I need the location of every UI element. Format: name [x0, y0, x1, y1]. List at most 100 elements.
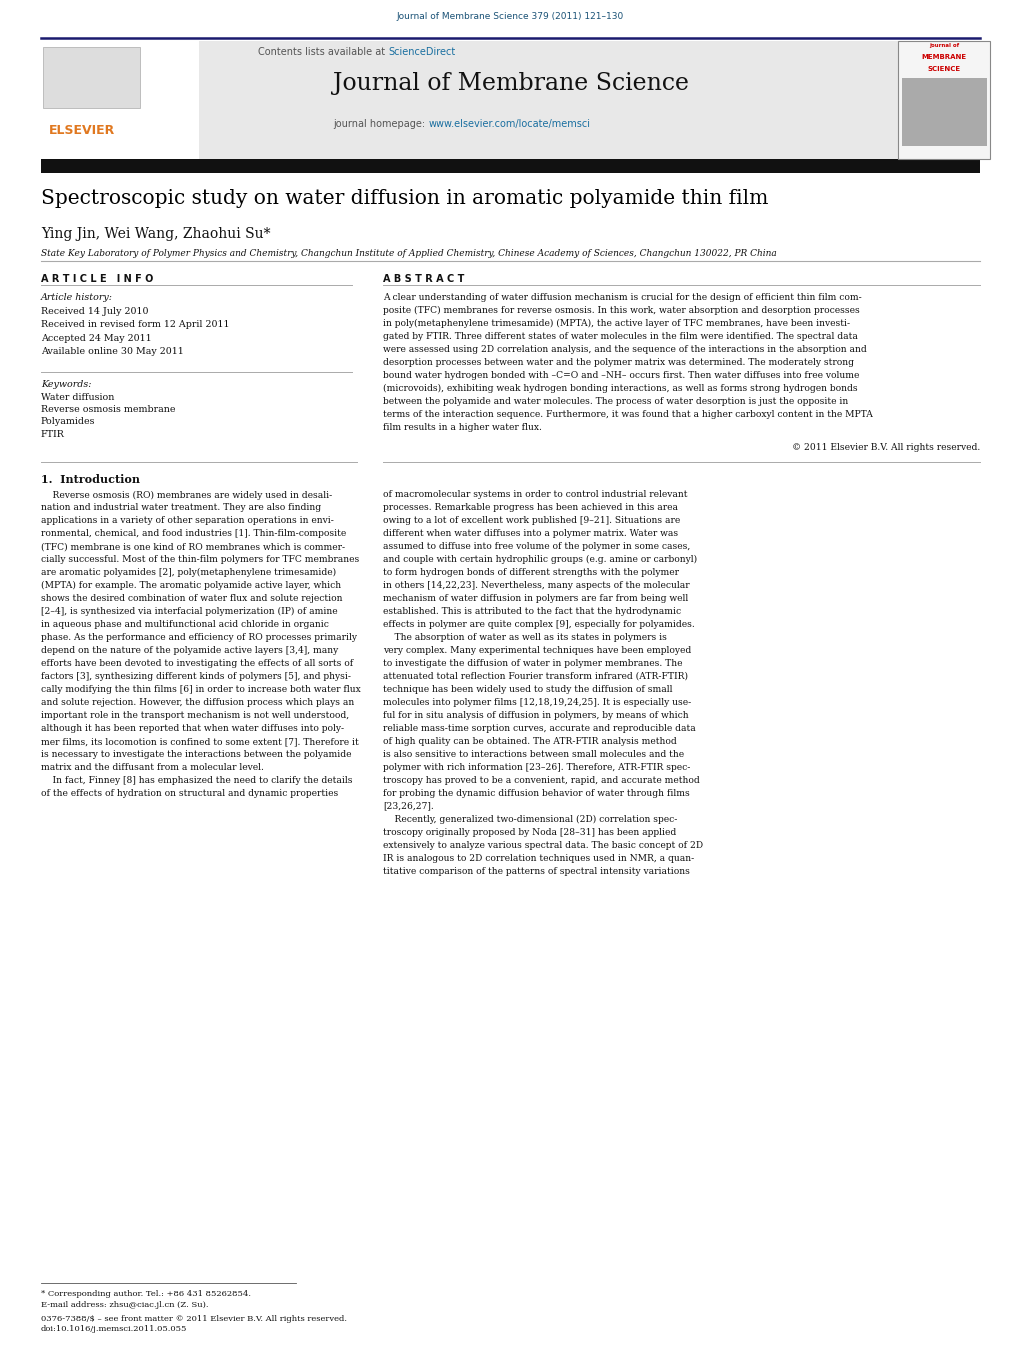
FancyBboxPatch shape: [902, 78, 987, 146]
Text: very complex. Many experimental techniques have been employed: very complex. Many experimental techniqu…: [383, 646, 691, 655]
Text: reliable mass-time sorption curves, accurate and reproducible data: reliable mass-time sorption curves, accu…: [383, 724, 695, 732]
Text: State Key Laboratory of Polymer Physics and Chemistry, Changchun Institute of Ap: State Key Laboratory of Polymer Physics …: [41, 249, 777, 258]
Text: Polyamides: Polyamides: [41, 417, 95, 427]
Text: matrix and the diffusant from a molecular level.: matrix and the diffusant from a molecula…: [41, 763, 263, 771]
FancyBboxPatch shape: [43, 47, 140, 108]
FancyBboxPatch shape: [898, 41, 990, 159]
Text: attenuated total reflection Fourier transform infrared (ATR-FTIR): attenuated total reflection Fourier tran…: [383, 671, 688, 681]
Text: Journal of Membrane Science: Journal of Membrane Science: [333, 72, 688, 95]
Text: gated by FTIR. Three different states of water molecules in the film were identi: gated by FTIR. Three different states of…: [383, 332, 858, 340]
Text: IR is analogous to 2D correlation techniques used in NMR, a quan-: IR is analogous to 2D correlation techni…: [383, 854, 694, 862]
FancyBboxPatch shape: [41, 41, 898, 159]
Text: [2–4], is synthesized via interfacial polymerization (IP) of amine: [2–4], is synthesized via interfacial po…: [41, 607, 338, 616]
Text: in others [14,22,23]. Nevertheless, many aspects of the molecular: in others [14,22,23]. Nevertheless, many…: [383, 581, 689, 590]
Text: ScienceDirect: ScienceDirect: [388, 47, 455, 57]
Text: were assessed using 2D correlation analysis, and the sequence of the interaction: were assessed using 2D correlation analy…: [383, 345, 867, 354]
Text: of high quality can be obtained. The ATR-FTIR analysis method: of high quality can be obtained. The ATR…: [383, 736, 677, 746]
Text: processes. Remarkable progress has been achieved in this area: processes. Remarkable progress has been …: [383, 504, 678, 512]
Text: Received in revised form 12 April 2011: Received in revised form 12 April 2011: [41, 320, 230, 330]
Text: E-mail address: zhsu@ciac.jl.cn (Z. Su).: E-mail address: zhsu@ciac.jl.cn (Z. Su).: [41, 1301, 208, 1309]
Text: 0376-7388/$ – see front matter © 2011 Elsevier B.V. All rights reserved.: 0376-7388/$ – see front matter © 2011 El…: [41, 1315, 347, 1323]
Text: in poly(metaphenylene trimesamide) (MPTA), the active layer of TFC membranes, ha: in poly(metaphenylene trimesamide) (MPTA…: [383, 319, 850, 328]
Text: journal of: journal of: [929, 43, 960, 49]
Text: depend on the nature of the polyamide active layers [3,4], many: depend on the nature of the polyamide ac…: [41, 646, 338, 655]
Text: ronmental, chemical, and food industries [1]. Thin-film-composite: ronmental, chemical, and food industries…: [41, 530, 346, 538]
FancyBboxPatch shape: [41, 41, 199, 159]
Text: [23,26,27].: [23,26,27].: [383, 801, 434, 811]
Text: to form hydrogen bonds of different strengths with the polymer: to form hydrogen bonds of different stre…: [383, 569, 679, 577]
Text: troscopy originally proposed by Noda [28–31] has been applied: troscopy originally proposed by Noda [28…: [383, 828, 676, 836]
Text: although it has been reported that when water diffuses into poly-: although it has been reported that when …: [41, 724, 344, 732]
Text: factors [3], synthesizing different kinds of polymers [5], and physi-: factors [3], synthesizing different kind…: [41, 671, 351, 681]
Text: assumed to diffuse into free volume of the polymer in some cases,: assumed to diffuse into free volume of t…: [383, 542, 690, 551]
Text: Keywords:: Keywords:: [41, 380, 91, 389]
Text: of macromolecular systems in order to control industrial relevant: of macromolecular systems in order to co…: [383, 490, 687, 500]
Text: In fact, Finney [8] has emphasized the need to clarify the details: In fact, Finney [8] has emphasized the n…: [41, 775, 352, 785]
Text: Ying Jin, Wei Wang, Zhaohui Su*: Ying Jin, Wei Wang, Zhaohui Su*: [41, 227, 271, 240]
Text: phase. As the performance and efficiency of RO processes primarily: phase. As the performance and efficiency…: [41, 634, 357, 642]
Text: posite (TFC) membranes for reverse osmosis. In this work, water absorption and d: posite (TFC) membranes for reverse osmos…: [383, 307, 860, 315]
Text: A clear understanding of water diffusion mechanism is crucial for the design of : A clear understanding of water diffusion…: [383, 293, 862, 303]
Text: ELSEVIER: ELSEVIER: [49, 124, 115, 138]
Text: Accepted 24 May 2011: Accepted 24 May 2011: [41, 334, 151, 343]
Text: applications in a variety of other separation operations in envi-: applications in a variety of other separ…: [41, 516, 334, 526]
Text: of the effects of hydration on structural and dynamic properties: of the effects of hydration on structura…: [41, 789, 338, 797]
Text: Recently, generalized two-dimensional (2D) correlation spec-: Recently, generalized two-dimensional (2…: [383, 815, 677, 824]
Text: to investigate the diffusion of water in polymer membranes. The: to investigate the diffusion of water in…: [383, 659, 682, 667]
Text: (MPTA) for example. The aromatic polyamide active layer, which: (MPTA) for example. The aromatic polyami…: [41, 581, 341, 590]
Text: 1.  Introduction: 1. Introduction: [41, 474, 140, 485]
Text: cally modifying the thin films [6] in order to increase both water flux: cally modifying the thin films [6] in or…: [41, 685, 360, 694]
Text: for probing the dynamic diffusion behavior of water through films: for probing the dynamic diffusion behavi…: [383, 789, 689, 797]
Text: cially successful. Most of the thin-film polymers for TFC membranes: cially successful. Most of the thin-film…: [41, 555, 359, 565]
Text: © 2011 Elsevier B.V. All rights reserved.: © 2011 Elsevier B.V. All rights reserved…: [792, 443, 980, 451]
Text: Reverse osmosis (RO) membranes are widely used in desali-: Reverse osmosis (RO) membranes are widel…: [41, 490, 332, 500]
Text: in aqueous phase and multifunctional acid chloride in organic: in aqueous phase and multifunctional aci…: [41, 620, 329, 630]
Text: is necessary to investigate the interactions between the polyamide: is necessary to investigate the interact…: [41, 750, 351, 759]
Text: FTIR: FTIR: [41, 430, 64, 439]
Text: owing to a lot of excellent work published [9–21]. Situations are: owing to a lot of excellent work publish…: [383, 516, 680, 526]
Text: important role in the transport mechanism is not well understood,: important role in the transport mechanis…: [41, 711, 349, 720]
Text: journal homepage:: journal homepage:: [334, 119, 429, 128]
Text: shows the desired combination of water flux and solute rejection: shows the desired combination of water f…: [41, 594, 342, 603]
Text: polymer with rich information [23–26]. Therefore, ATR-FTIR spec-: polymer with rich information [23–26]. T…: [383, 763, 690, 771]
Text: is also sensitive to interactions between small molecules and the: is also sensitive to interactions betwee…: [383, 750, 684, 759]
Text: extensively to analyze various spectral data. The basic concept of 2D: extensively to analyze various spectral …: [383, 840, 703, 850]
Text: SCIENCE: SCIENCE: [928, 66, 961, 72]
Text: Spectroscopic study on water diffusion in aromatic polyamide thin film: Spectroscopic study on water diffusion i…: [41, 189, 768, 208]
Text: Available online 30 May 2011: Available online 30 May 2011: [41, 347, 184, 357]
Text: terms of the interaction sequence. Furthermore, it was found that a higher carbo: terms of the interaction sequence. Furth…: [383, 409, 873, 419]
Text: and solute rejection. However, the diffusion process which plays an: and solute rejection. However, the diffu…: [41, 698, 354, 707]
Text: The absorption of water as well as its states in polymers is: The absorption of water as well as its s…: [383, 634, 667, 642]
Text: mechanism of water diffusion in polymers are far from being well: mechanism of water diffusion in polymers…: [383, 594, 688, 603]
Text: troscopy has proved to be a convenient, rapid, and accurate method: troscopy has proved to be a convenient, …: [383, 775, 699, 785]
FancyBboxPatch shape: [41, 159, 980, 173]
Text: doi:10.1016/j.memsci.2011.05.055: doi:10.1016/j.memsci.2011.05.055: [41, 1325, 187, 1333]
Text: (TFC) membrane is one kind of RO membranes which is commer-: (TFC) membrane is one kind of RO membran…: [41, 542, 345, 551]
Text: are aromatic polyamides [2], poly(metaphenylene trimesamide): are aromatic polyamides [2], poly(metaph…: [41, 569, 336, 577]
Text: www.elsevier.com/locate/memsci: www.elsevier.com/locate/memsci: [429, 119, 591, 128]
Text: * Corresponding author. Tel.: +86 431 85262854.: * Corresponding author. Tel.: +86 431 85…: [41, 1290, 251, 1298]
Text: Received 14 July 2010: Received 14 July 2010: [41, 307, 148, 316]
Text: film results in a higher water flux.: film results in a higher water flux.: [383, 423, 542, 432]
Text: Water diffusion: Water diffusion: [41, 393, 114, 403]
Text: effects in polymer are quite complex [9], especially for polyamides.: effects in polymer are quite complex [9]…: [383, 620, 694, 630]
Text: desorption processes between water and the polymer matrix was determined. The mo: desorption processes between water and t…: [383, 358, 854, 367]
Text: ful for in situ analysis of diffusion in polymers, by means of which: ful for in situ analysis of diffusion in…: [383, 711, 688, 720]
Text: Contents lists available at: Contents lists available at: [257, 47, 388, 57]
Text: Reverse osmosis membrane: Reverse osmosis membrane: [41, 405, 176, 415]
Text: between the polyamide and water molecules. The process of water desorption is ju: between the polyamide and water molecule…: [383, 397, 848, 405]
Text: efforts have been devoted to investigating the effects of all sorts of: efforts have been devoted to investigati…: [41, 659, 353, 667]
Text: Journal of Membrane Science 379 (2011) 121–130: Journal of Membrane Science 379 (2011) 1…: [397, 12, 624, 22]
Text: (microvoids), exhibiting weak hydrogen bonding interactions, as well as forms st: (microvoids), exhibiting weak hydrogen b…: [383, 384, 858, 393]
Text: A R T I C L E   I N F O: A R T I C L E I N F O: [41, 274, 153, 284]
Text: and couple with certain hydrophilic groups (e.g. amine or carbonyl): and couple with certain hydrophilic grou…: [383, 555, 697, 565]
Text: different when water diffuses into a polymer matrix. Water was: different when water diffuses into a pol…: [383, 530, 678, 538]
Text: Article history:: Article history:: [41, 293, 113, 303]
Text: molecules into polymer films [12,18,19,24,25]. It is especially use-: molecules into polymer films [12,18,19,2…: [383, 698, 691, 707]
Text: A B S T R A C T: A B S T R A C T: [383, 274, 465, 284]
Text: established. This is attributed to the fact that the hydrodynamic: established. This is attributed to the f…: [383, 607, 681, 616]
Text: nation and industrial water treatment. They are also finding: nation and industrial water treatment. T…: [41, 504, 321, 512]
Text: mer films, its locomotion is confined to some extent [7]. Therefore it: mer films, its locomotion is confined to…: [41, 736, 358, 746]
Text: MEMBRANE: MEMBRANE: [922, 54, 967, 59]
Text: bound water hydrogen bonded with –C=O and –NH– occurs first. Then water diffuses: bound water hydrogen bonded with –C=O an…: [383, 372, 860, 380]
